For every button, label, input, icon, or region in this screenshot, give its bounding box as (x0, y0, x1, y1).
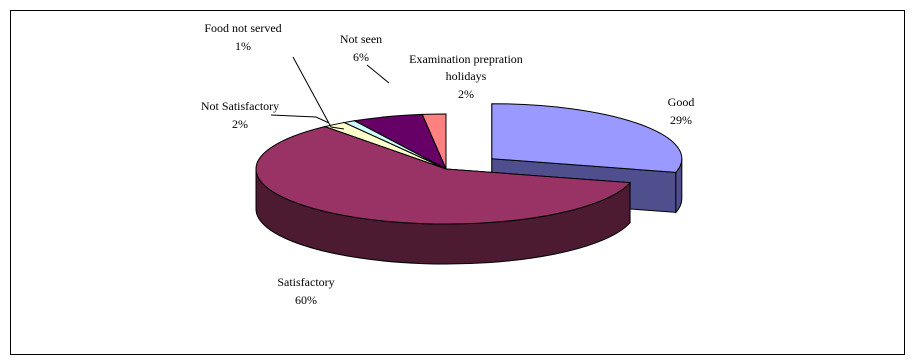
pie-chart: Good 29% Satisfactory 60% Not Satisfacto… (201, 21, 695, 307)
label-good-value: 29% (670, 113, 692, 127)
label-exam-holidays-name-line1: Examination prepration (409, 52, 523, 66)
label-not-seen-name: Not seen (340, 32, 382, 46)
label-satisfactory-value: 60% (295, 293, 317, 307)
label-not-satisfactory-value: 2% (232, 117, 248, 131)
label-satisfactory-name: Satisfactory (277, 275, 334, 289)
slice-top-good (491, 103, 683, 173)
label-not-seen-value: 6% (353, 50, 369, 64)
slice-satisfactory (255, 125, 632, 265)
label-exam-holidays-name-line2: holidays (446, 69, 487, 83)
label-food-not-served-value: 1% (235, 39, 251, 53)
label-not-satisfactory-name: Not Satisfactory (201, 99, 279, 113)
leader-line-food-not-served (292, 56, 345, 130)
leader-line-not-seen (366, 64, 390, 84)
label-good-name: Good (668, 95, 695, 109)
leader-line-not-satisfactory (270, 114, 330, 124)
slice-top-satisfactory (255, 126, 632, 225)
label-food-not-served-name: Food not served (204, 21, 281, 35)
chart-frame: Good 29% Satisfactory 60% Not Satisfacto… (10, 10, 905, 355)
label-exam-holidays-value: 2% (458, 87, 474, 101)
